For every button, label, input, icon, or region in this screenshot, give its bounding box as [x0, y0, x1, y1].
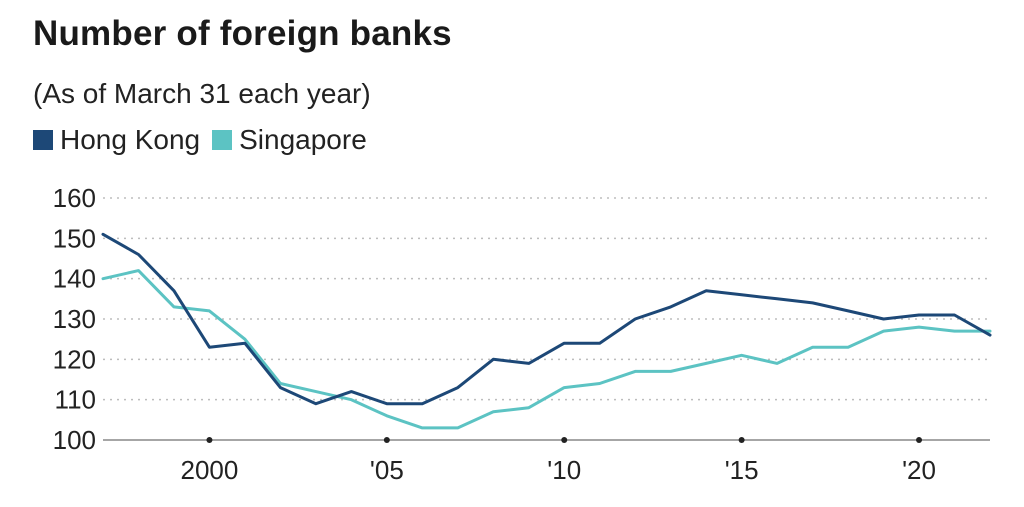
x-tick-label-2005: '05 — [370, 455, 404, 485]
y-tick-label-140: 140 — [53, 264, 96, 294]
y-tick-label-110: 110 — [55, 385, 96, 415]
legend-swatch-singapore — [212, 130, 233, 150]
x-tick-label-2015: '15 — [725, 455, 759, 485]
chart-subtitle: (As of March 31 each year) — [33, 78, 371, 109]
y-tick-label-130: 130 — [53, 304, 96, 334]
y-tick-label-120: 120 — [53, 344, 96, 374]
chart-title: Number of foreign banks — [33, 14, 452, 53]
y-tick-label-100: 100 — [53, 425, 96, 455]
x-tick-mark-2000 — [206, 437, 213, 443]
y-tick-label-160: 160 — [53, 183, 96, 213]
legend-item-singapore: Singapore — [212, 124, 367, 156]
x-tick-label-2020: '20 — [902, 455, 936, 485]
legend: Hong Kong Singapore — [33, 124, 379, 156]
x-tick-label-2010: '10 — [547, 455, 581, 485]
series-line-singapore — [101, 269, 992, 430]
x-tick-mark-2010 — [561, 437, 568, 443]
x-tick-mark-2005 — [383, 437, 390, 443]
series-line-hong-kong — [101, 232, 992, 406]
x-tick-label-2000: 2000 — [181, 455, 239, 485]
legend-swatch-hong-kong — [33, 130, 53, 150]
legend-item-hong-kong: Hong Kong — [33, 124, 200, 156]
legend-label-singapore: Singapore — [239, 124, 367, 155]
legend-label-hong-kong: Hong Kong — [60, 124, 201, 155]
x-tick-mark-2020 — [916, 437, 923, 443]
y-tick-label-150: 150 — [53, 223, 96, 253]
x-tick-mark-2015 — [738, 437, 745, 443]
